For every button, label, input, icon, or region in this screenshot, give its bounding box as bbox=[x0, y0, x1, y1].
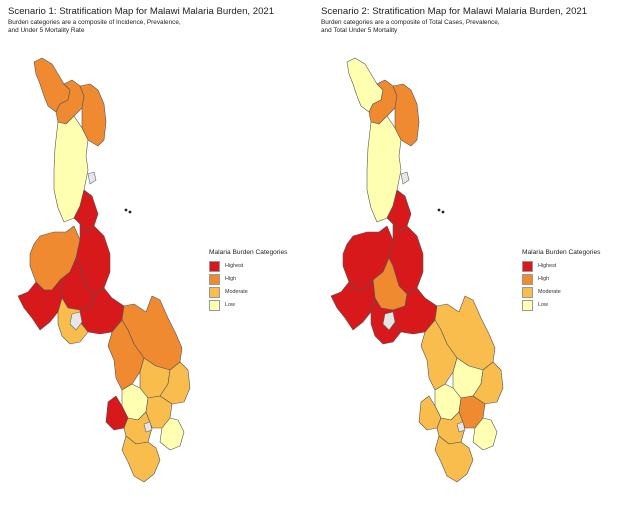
district-south-mid-b bbox=[159, 361, 191, 405]
scenario-2-legend: Malaria Burden Categories Highest High M… bbox=[522, 249, 600, 312]
district-south-tip bbox=[434, 435, 474, 483]
district-south-low-c bbox=[159, 417, 185, 451]
legend-item-high: High bbox=[522, 273, 600, 285]
district-south-low-a bbox=[458, 395, 486, 429]
district-north-east bbox=[79, 83, 107, 147]
district-south-east bbox=[107, 319, 145, 391]
district-far-west bbox=[17, 279, 63, 331]
legend-swatch-low bbox=[522, 299, 533, 311]
legend-swatch-high bbox=[209, 273, 220, 285]
legend-label-high: High bbox=[538, 276, 550, 282]
legend-swatch-highest bbox=[209, 260, 220, 272]
legend-swatch-moderate bbox=[522, 286, 533, 298]
scenario-1-map bbox=[17, 57, 191, 483]
island-chizumulu bbox=[437, 208, 441, 212]
district-south-low-a bbox=[145, 395, 173, 429]
scenario-2-subtitle-line-2: and Total Under 5 Mortality bbox=[321, 27, 398, 35]
district-north-east bbox=[392, 83, 420, 147]
legend-label-moderate: Moderate bbox=[538, 289, 561, 295]
lake-north bbox=[400, 171, 410, 185]
legend-swatch-low bbox=[209, 299, 220, 311]
scenario-2-subtitle-line-1: Burden categories are a composite of Tot… bbox=[321, 19, 500, 26]
scenario-1-subtitle: Burden categories are a composite of Inc… bbox=[8, 19, 181, 35]
scenario-2-title: Scenario 2: Stratification Map for Malaw… bbox=[321, 6, 588, 17]
legend-swatch-high bbox=[522, 273, 533, 285]
legend-item-moderate: Moderate bbox=[522, 286, 600, 298]
legend-label-high: High bbox=[225, 276, 237, 282]
district-south-tip bbox=[121, 435, 161, 483]
district-far-west bbox=[330, 279, 376, 331]
legend-item-highest: Highest bbox=[522, 260, 600, 272]
district-south-low-c bbox=[472, 417, 498, 451]
legend-item-high: High bbox=[209, 273, 287, 285]
island-likoma bbox=[441, 210, 445, 214]
scenario-1-title: Scenario 1: Stratification Map for Malaw… bbox=[8, 6, 275, 17]
legend-label-low: Low bbox=[225, 302, 235, 308]
scenario-2-subtitle: Burden categories are a composite of Tot… bbox=[321, 19, 500, 35]
district-south-mid-b bbox=[472, 361, 504, 405]
legend-label-highest: Highest bbox=[225, 263, 244, 269]
scenario-1-subtitle-line-2: and Under 5 Mortality Rate bbox=[8, 27, 85, 35]
legend-label-moderate: Moderate bbox=[225, 289, 248, 295]
scenario-2-panel: Scenario 2: Stratification Map for Malaw… bbox=[313, 0, 626, 510]
scenario-1-subtitle-line-1: Burden categories are a composite of Inc… bbox=[8, 19, 181, 26]
island-chizumulu bbox=[124, 208, 128, 212]
legend-label-low: Low bbox=[538, 302, 548, 308]
lake-chilwa bbox=[143, 421, 153, 433]
legend-title: Malaria Burden Categories bbox=[522, 249, 601, 256]
island-likoma bbox=[128, 210, 132, 214]
legend-item-low: Low bbox=[209, 299, 287, 311]
lake-malombe bbox=[382, 311, 396, 331]
lake-north bbox=[87, 171, 97, 185]
lake-malombe bbox=[69, 311, 83, 331]
scenario-1-panel: Scenario 1: Stratification Map for Malaw… bbox=[8, 6, 287, 483]
legend-item-low: Low bbox=[522, 299, 600, 311]
scenario-2-map bbox=[330, 57, 504, 483]
legend-item-highest: Highest bbox=[209, 260, 287, 272]
legend-label-highest: Highest bbox=[538, 263, 557, 269]
legend-swatch-highest bbox=[522, 260, 533, 272]
legend-swatch-moderate bbox=[209, 286, 220, 298]
scenario-1-legend: Malaria Burden Categories Highest High M… bbox=[209, 249, 287, 312]
legend-item-moderate: Moderate bbox=[209, 286, 287, 298]
lake-chilwa bbox=[456, 421, 466, 433]
legend-title: Malaria Burden Categories bbox=[209, 249, 288, 256]
district-south-east bbox=[420, 319, 458, 391]
